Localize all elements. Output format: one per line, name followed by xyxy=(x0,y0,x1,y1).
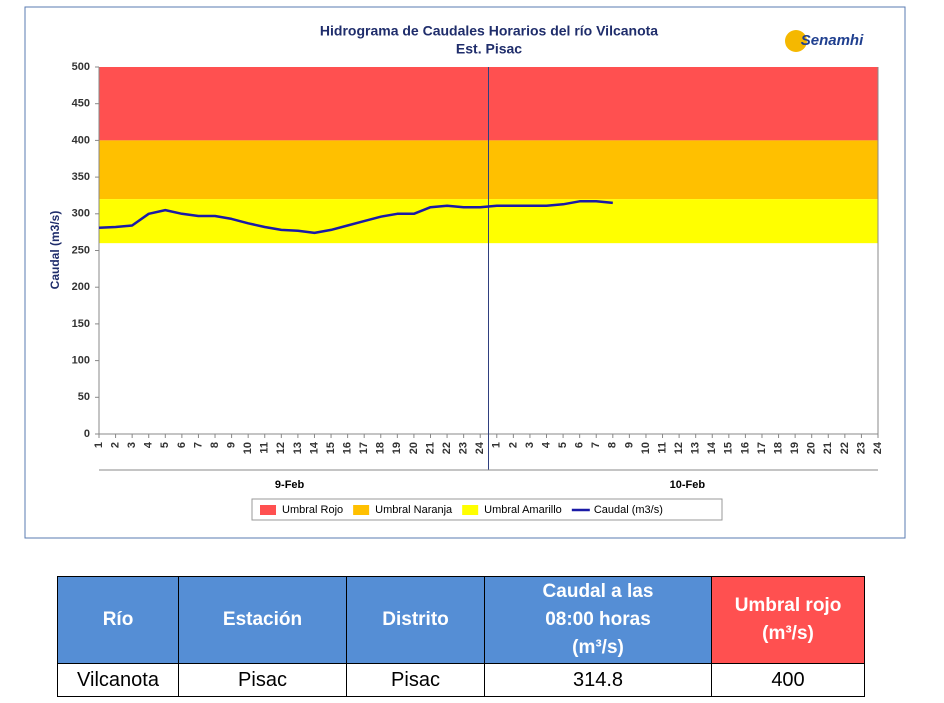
header-cell: Umbral rojo (m³/s) xyxy=(711,576,865,664)
cell: Vilcanota xyxy=(57,663,179,697)
legend-label: Umbral Rojo xyxy=(282,504,343,516)
logo-sun xyxy=(785,30,807,52)
legend-swatch xyxy=(462,505,479,515)
y-tick-label: 400 xyxy=(72,134,90,146)
legend-label: Caudal (m3/s) xyxy=(594,504,663,516)
x-tick-label: 17 xyxy=(756,442,768,454)
x-tick-label: 10 xyxy=(640,442,652,454)
x-tick-label: 9 xyxy=(226,442,238,448)
x-tick-label: 19 xyxy=(789,442,801,454)
x-tick-label: 24 xyxy=(872,441,884,454)
x-tick-label: 8 xyxy=(607,442,619,448)
cell: 400 xyxy=(711,663,865,697)
x-tick-label: 21 xyxy=(424,442,436,454)
x-tick-label: 20 xyxy=(806,442,818,454)
header-cell: Río xyxy=(57,576,179,664)
x-tick-label: 14 xyxy=(706,441,718,454)
x-tick-label: 16 xyxy=(739,442,751,454)
y-tick-label: 450 xyxy=(72,98,90,110)
x-tick-label: 8 xyxy=(209,442,221,448)
y-tick-label: 150 xyxy=(72,318,90,330)
logo: Senamhi xyxy=(801,32,864,49)
x-tick-label: 2 xyxy=(109,442,121,448)
x-tick-label: 17 xyxy=(358,442,370,454)
x-tick-label: 14 xyxy=(308,441,320,454)
x-tick-label: 16 xyxy=(342,442,354,454)
x-tick-label: 22 xyxy=(441,442,453,454)
chart-subtitle: Est. Pisac xyxy=(456,41,522,57)
x-tick-label: 5 xyxy=(159,442,171,448)
legend-label: Umbral Amarillo xyxy=(484,504,562,516)
legend-frame xyxy=(251,498,723,521)
x-tick-label: 7 xyxy=(192,442,204,448)
x-tick-label: 3 xyxy=(524,442,536,448)
cell: Pisac xyxy=(346,663,485,697)
cell: 314.8 xyxy=(484,663,712,697)
x-tick-label: 19 xyxy=(391,442,403,454)
x-tick-label: 15 xyxy=(723,442,735,454)
x-group-label: 9-Feb xyxy=(275,479,305,491)
y-tick-label: 50 xyxy=(78,391,90,403)
line-series xyxy=(98,200,613,235)
cell: Pisac xyxy=(178,663,347,697)
x-tick-label: 4 xyxy=(143,441,155,448)
x-tick-label: 11 xyxy=(656,442,668,454)
x-tick-label: 23 xyxy=(458,442,470,454)
x-tick-label: 4 xyxy=(540,441,552,448)
x-tick-label: 5 xyxy=(557,442,569,448)
x-tick-label: 13 xyxy=(292,442,304,454)
y-axis-label: Caudal (m3/s) xyxy=(48,211,62,290)
x-tick-label: 23 xyxy=(855,442,867,454)
legend-swatch xyxy=(353,505,370,515)
y-tick-label: 500 xyxy=(72,61,90,73)
x-tick-label: 13 xyxy=(690,442,702,454)
x-tick-label: 6 xyxy=(176,442,188,448)
legend-swatch xyxy=(260,505,276,515)
x-tick-label: 7 xyxy=(590,442,602,448)
x-tick-label: 2 xyxy=(507,442,519,448)
header-cell: Estación xyxy=(178,576,347,664)
y-tick-label: 300 xyxy=(72,208,90,220)
x-tick-label: 15 xyxy=(325,442,337,454)
x-tick-label: 22 xyxy=(839,442,851,454)
legend-label: Umbral Naranja xyxy=(375,504,453,516)
x-tick-label: 18 xyxy=(772,442,784,454)
chart-title: Hidrograma de Caudales Horarios del río … xyxy=(320,23,658,39)
chart: Hidrograma de Caudales Horarios del río … xyxy=(24,6,906,539)
x-tick-label: 3 xyxy=(126,442,138,448)
header-cell: Caudal a las 08:00 horas (m³/s) xyxy=(484,576,712,664)
y-tick-label: 350 xyxy=(72,171,90,183)
y-tick-label: 200 xyxy=(72,281,90,293)
y-tick-label: 100 xyxy=(72,355,90,367)
table: Río Estación Distrito Caudal a las 08:00… xyxy=(57,576,865,697)
header-cell: Distrito xyxy=(346,576,485,664)
x-tick-label: 10 xyxy=(242,442,254,454)
x-tick-label: 12 xyxy=(275,442,287,454)
y-tick-label: 250 xyxy=(72,244,90,256)
x-tick-label: 20 xyxy=(408,442,420,454)
x-tick-label: 18 xyxy=(375,442,387,454)
x-tick-label: 1 xyxy=(491,442,503,448)
x-tick-label: 9 xyxy=(623,442,635,448)
legend: Umbral Rojo Umbral Naranja Umbral Amarillo… xyxy=(251,498,723,521)
x-tick-label: 12 xyxy=(673,442,685,454)
x-tick-label: 11 xyxy=(259,442,271,454)
x-tick-label: 1 xyxy=(93,442,105,448)
x-tick-label: 6 xyxy=(574,442,586,448)
y-tick-label: 0 xyxy=(84,428,90,440)
x-group-label: 10-Feb xyxy=(670,479,706,491)
x-tick-label: 21 xyxy=(822,442,834,454)
x-tick-label: 24 xyxy=(474,441,486,454)
